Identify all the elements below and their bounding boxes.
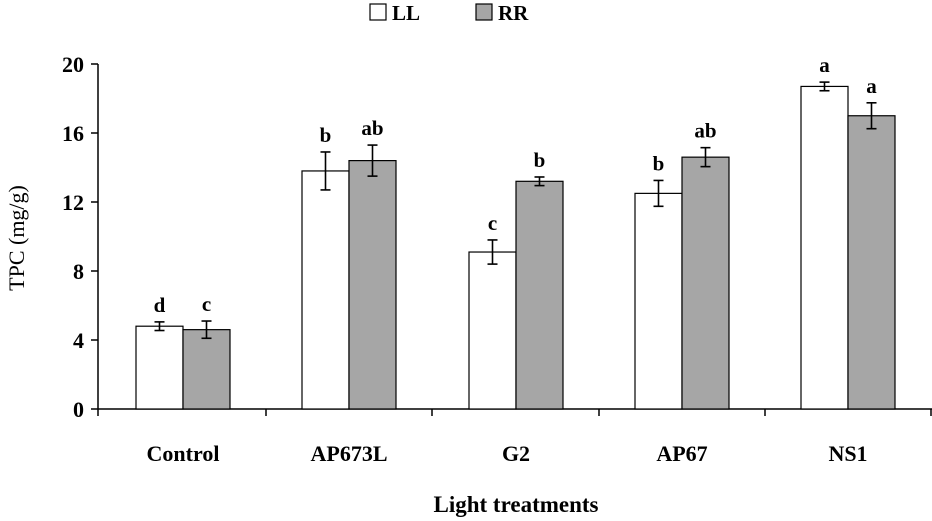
x-axis-title: Light treatments: [433, 492, 598, 517]
significance-label: ab: [694, 119, 716, 143]
bar-rr-control: [182, 329, 231, 410]
y-tick-label: 8: [73, 259, 84, 284]
legend: LL RR: [369, 1, 529, 25]
significance-label: b: [534, 148, 546, 172]
bar-ll-control: [135, 325, 184, 410]
bar-ll-ap67: [634, 192, 683, 410]
bar-rr-g2: [515, 180, 564, 410]
significance-label: a: [866, 74, 877, 98]
significance-label: ab: [361, 116, 383, 140]
bar-ll-g2: [468, 251, 517, 410]
bar-rr-ap673l: [348, 160, 397, 410]
significance-label: b: [653, 151, 665, 175]
significance-label: a: [819, 53, 830, 77]
y-axis-title: TPC (mg/g): [4, 185, 29, 291]
y-tick-label: 16: [62, 121, 84, 146]
y-tick-label: 20: [62, 52, 84, 77]
bars: [135, 85, 896, 410]
significance-labels: d b c b a c ab b ab a: [154, 53, 878, 317]
significance-label: c: [202, 292, 211, 316]
bar-ll-ap673l: [301, 170, 350, 410]
y-tick-label: 0: [73, 397, 84, 422]
x-tick-label: Control: [147, 441, 220, 466]
bar-rr-ap67: [681, 156, 730, 410]
legend-swatch-rr: [475, 3, 493, 21]
y-tick-label: 12: [62, 190, 84, 215]
x-tick-label: AP67: [656, 441, 707, 466]
legend-label-ll: LL: [392, 1, 420, 25]
significance-label: c: [488, 211, 497, 235]
significance-label: b: [320, 123, 332, 147]
significance-label: d: [154, 293, 166, 317]
legend-label-rr: RR: [498, 1, 529, 25]
bar-rr-ns1: [847, 115, 896, 410]
x-tick-label: G2: [502, 441, 530, 466]
x-tick-label: NS1: [828, 441, 867, 466]
bar-ll-ns1: [800, 85, 849, 410]
error-bars: [154, 81, 877, 340]
x-axis: Control AP673L G2 AP67 NS1: [97, 408, 932, 466]
y-axis: 0 4 8 12 16 20: [62, 52, 99, 422]
x-tick-label: AP673L: [311, 441, 388, 466]
y-tick-label: 4: [73, 328, 84, 353]
legend-swatch-ll: [369, 3, 387, 21]
